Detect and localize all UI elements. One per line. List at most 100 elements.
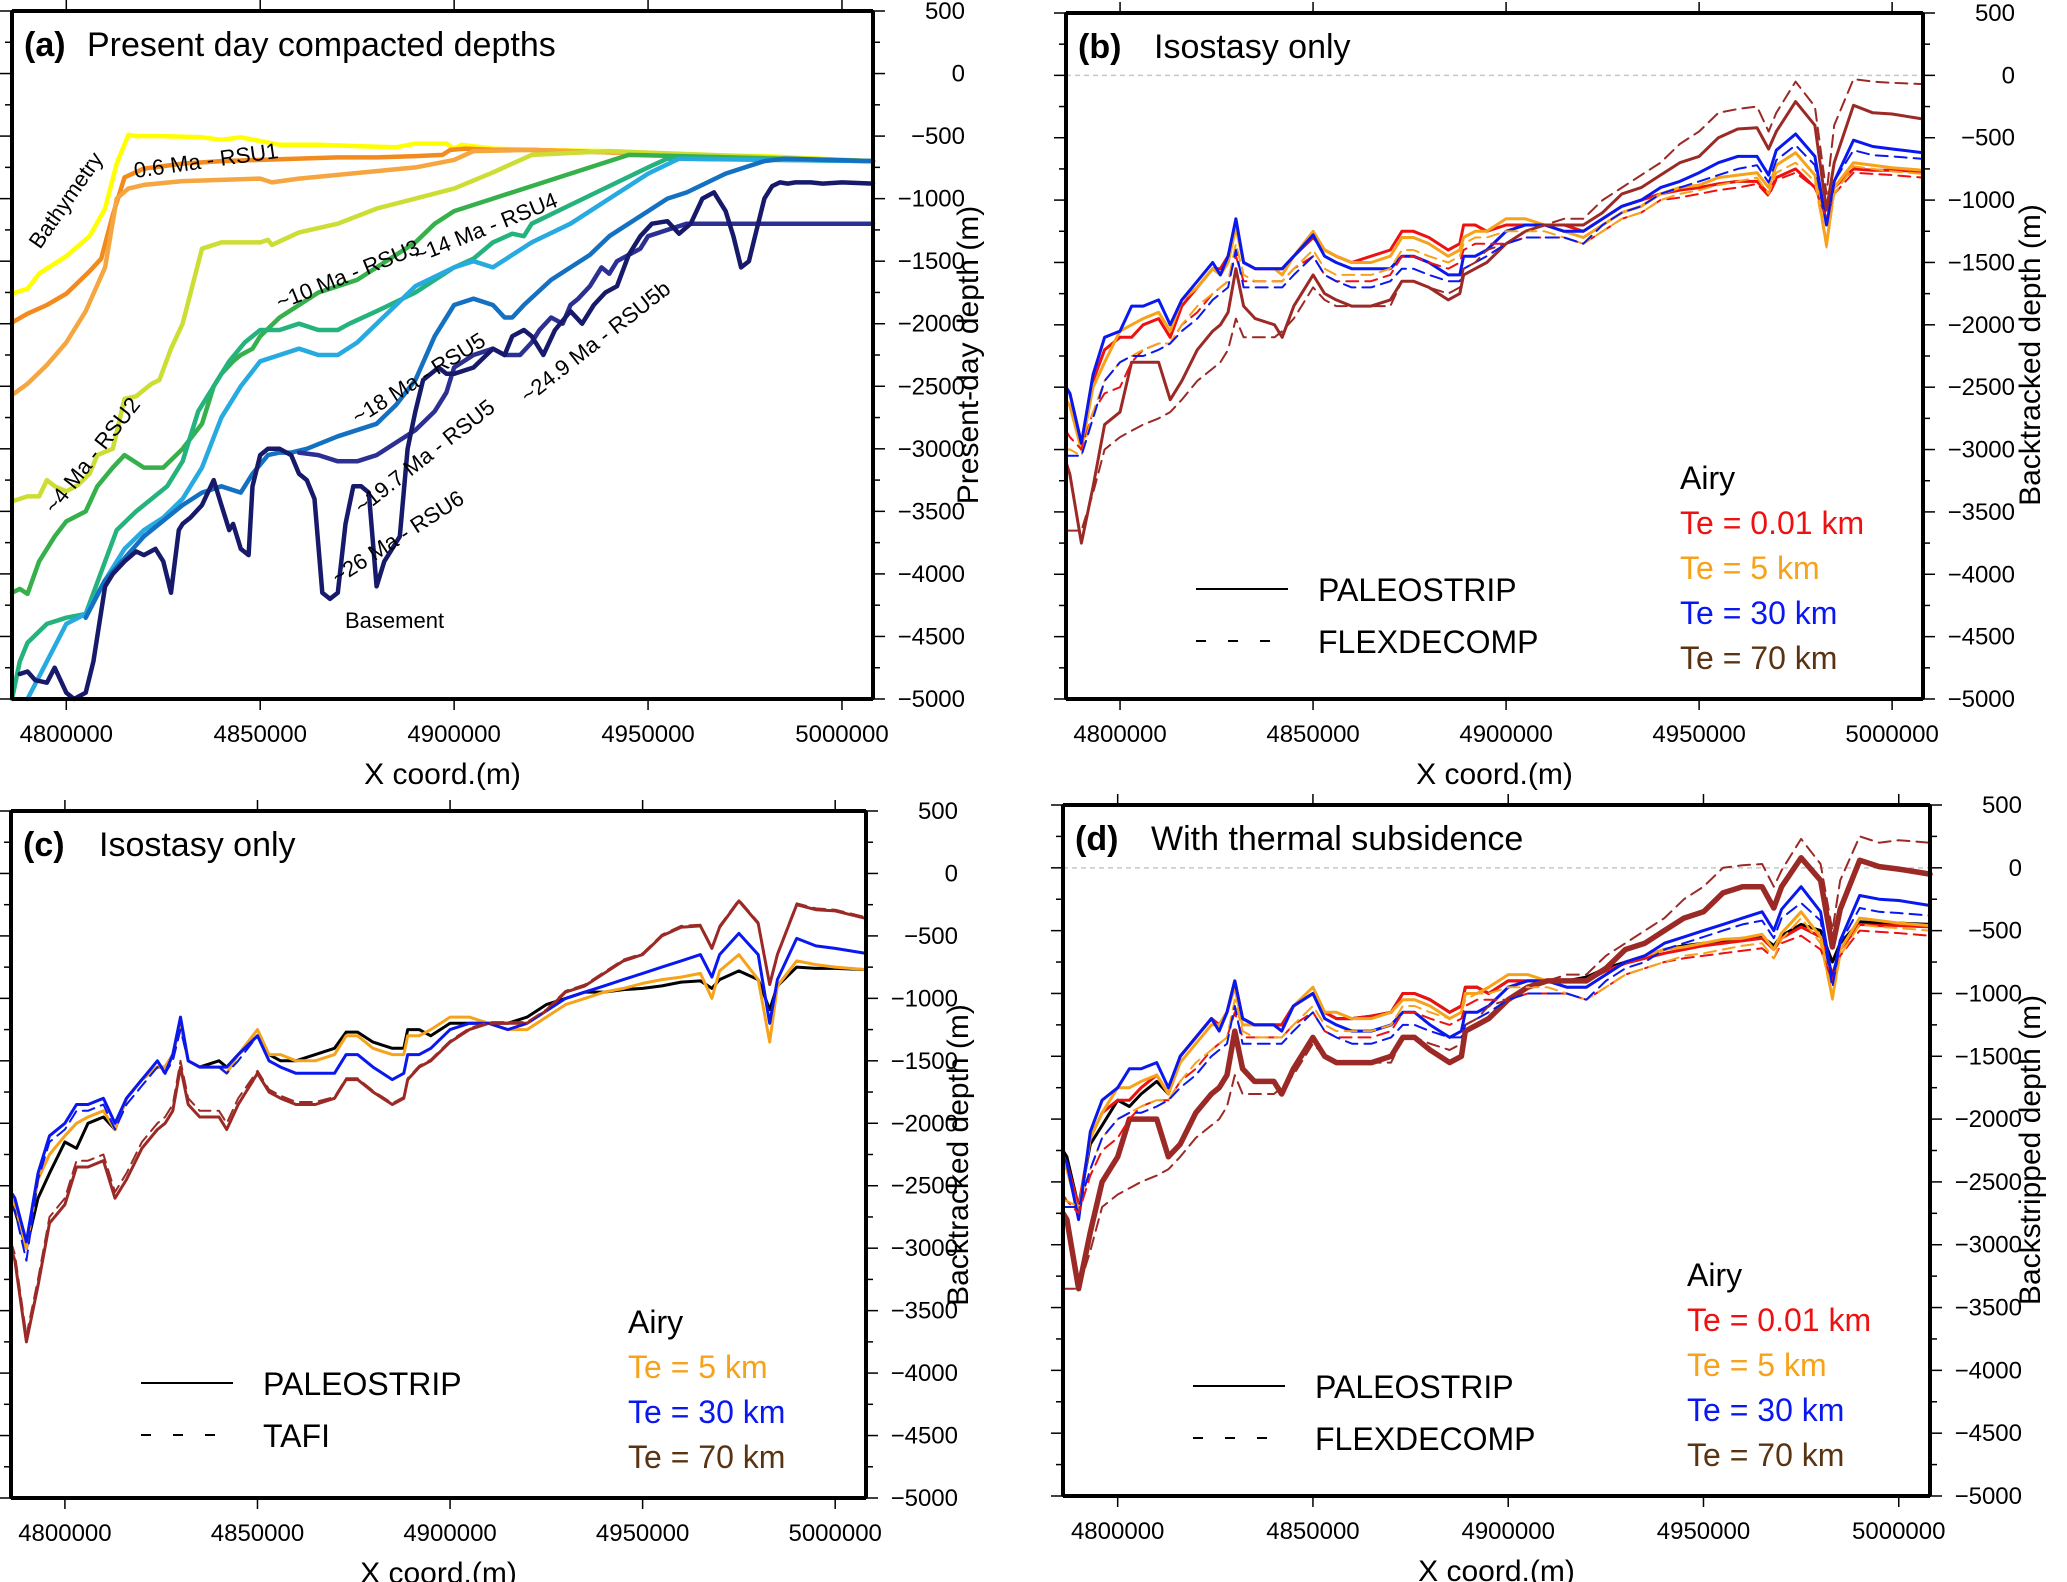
x-tick-label: 4950000 — [1652, 721, 1745, 748]
y-tick-label: −2000 — [898, 311, 965, 338]
y-tick-label: −1000 — [898, 186, 965, 213]
y-tick-label: −2000 — [891, 1110, 958, 1137]
x-tick-label: 4900000 — [1459, 721, 1552, 748]
legend-te-label: Te = 30 km — [1687, 1392, 1844, 1428]
x-tick-label: 4850000 — [211, 1520, 304, 1547]
x-tick-label: 4950000 — [1657, 1518, 1750, 1545]
panel-a: 4800000 4850000 4900000 4950000 5000000 X coo… — [0, 0, 985, 791]
legend-style-label: TAFI — [263, 1418, 330, 1454]
legend-style-label: FLEXDECOMP — [1315, 1421, 1535, 1457]
panel-title: With thermal subsidence — [1151, 820, 1523, 858]
series-line--18-ma-rsu5 — [9, 156, 876, 702]
series-group — [9, 132, 876, 702]
x-tick-label: 4900000 — [403, 1520, 496, 1547]
y-tick-label: −3500 — [891, 1298, 958, 1325]
series-group — [9, 898, 868, 1344]
y-tick-label: −2000 — [1955, 1106, 2022, 1133]
series-line-paleostrip-te-70-km — [9, 899, 868, 1344]
horizon-label: Bathymetry — [24, 147, 108, 252]
y-tick-label: −500 — [911, 123, 965, 150]
x-tick-label: 4950000 — [601, 721, 694, 748]
y-tick-label: −1500 — [1948, 249, 2015, 276]
y-tick-label: 0 — [2009, 855, 2022, 882]
y-tick-label: −1000 — [891, 985, 958, 1012]
panel-title: Isostasy only — [1154, 28, 1351, 66]
y-tick-label: −2500 — [898, 373, 965, 400]
series-group — [1064, 78, 1925, 545]
legend-te-label: Te = 5 km — [628, 1349, 768, 1385]
y-tick-label: 500 — [1975, 0, 2015, 27]
x-tick-label: 5000000 — [795, 721, 888, 748]
y-tick-label: −3500 — [898, 498, 965, 525]
panel-title: Present day compacted depths — [87, 26, 556, 64]
y-tick-label: −500 — [1968, 918, 2022, 945]
series-line--19-7-ma-rsu5 — [25, 156, 876, 702]
series-line-flexdecomp-te-0-01-km — [1062, 929, 1931, 1215]
horizon-label: 0.6 Ma - RSU1 — [132, 138, 280, 183]
y-tick-label: −3500 — [1955, 1295, 2022, 1322]
series-line--24-9-ma-rsu5b — [83, 156, 876, 620]
x-tick-label: 4800000 — [1071, 1518, 1164, 1545]
series-line--10-ma-rsu3 — [9, 148, 876, 504]
series-line-tafi-te-70-km — [10, 898, 867, 1337]
y-tick-label: −3000 — [1955, 1232, 2022, 1259]
legend-te-label: Te = 5 km — [1687, 1347, 1827, 1383]
panel-c: 4800000 4850000 4900000 4950000 5000000 X coo… — [0, 798, 975, 1582]
y-tick-label: −4500 — [1948, 624, 2015, 651]
legend-heading: Airy — [628, 1304, 683, 1340]
series-group — [1060, 835, 1933, 1292]
x-tick-label: 4900000 — [407, 721, 500, 748]
x-tick-label: 5000000 — [1845, 721, 1938, 748]
series-line-paleostrip-airy — [9, 965, 868, 1250]
y-tick-label: −4500 — [898, 623, 965, 650]
y-tick-label: −1000 — [1948, 187, 2015, 214]
y-tick-label: −4000 — [1955, 1357, 2022, 1384]
series-line-flexdecomp-te-5-km — [1062, 917, 1931, 1208]
y-tick-label: 0 — [945, 860, 958, 887]
x-axis-title: X coord.(m) — [1416, 758, 1573, 791]
legend-heading: Airy — [1680, 460, 1735, 496]
legend-style-label: PALEOSTRIP — [263, 1366, 462, 1402]
series-line-paleostrip-te-70-km — [1060, 855, 1933, 1292]
y-tick-label: −1500 — [891, 1048, 958, 1075]
y-tick-label: −5000 — [891, 1485, 958, 1512]
y-tick-label: −1500 — [898, 248, 965, 275]
y-tick-label: 500 — [1982, 792, 2022, 819]
panel-letter: (b) — [1078, 28, 1121, 66]
y-axis-title: Present-day depth (m) — [952, 206, 985, 504]
y-tick-label: −3000 — [1948, 437, 2015, 464]
y-tick-label: −2000 — [1948, 312, 2015, 339]
series-line--4-ma-rsu2 — [9, 147, 876, 398]
legend-te-label: Te = 0.01 km — [1687, 1302, 1871, 1338]
y-tick-label: −500 — [904, 923, 958, 950]
y-tick-label: −4500 — [891, 1423, 958, 1450]
y-tick-label: −5000 — [1955, 1483, 2022, 1510]
y-tick-label: 0 — [952, 61, 965, 88]
y-tick-label: 0 — [2002, 62, 2015, 89]
panel-d: 4800000 4850000 4900000 4950000 5000000 X coo… — [1051, 792, 2047, 1582]
x-tick-label: 4850000 — [1266, 1518, 1359, 1545]
legend-te-label: Te = 70 km — [1687, 1437, 1844, 1473]
y-tick-label: −3000 — [891, 1235, 958, 1262]
series-line-paleostrip-te-0-01-km — [1064, 167, 1925, 445]
legend-style-label: PALEOSTRIP — [1315, 1369, 1514, 1405]
series-line-tafi-te-30-km — [10, 932, 867, 1262]
panel-letter: (c) — [23, 826, 65, 864]
series-line-flexdecomp-te-30-km — [1065, 144, 1924, 457]
y-axis-title: Backstripped depth (m) — [2014, 995, 2047, 1305]
y-tick-label: −4000 — [898, 561, 965, 588]
x-tick-label: 4800000 — [1073, 721, 1166, 748]
legend-te-label: Te = 5 km — [1680, 550, 1820, 586]
x-axis-title: X coord.(m) — [364, 758, 521, 791]
legend-te-label: Te = 70 km — [1680, 640, 1837, 676]
series-line--14-ma-rsu4 — [9, 152, 876, 597]
series-line-flexdecomp-te-70-km — [1062, 835, 1931, 1290]
legend-style-label: FLEXDECOMP — [1318, 624, 1538, 660]
horizon-label: Basement — [345, 608, 444, 633]
x-tick-label: 4900000 — [1461, 1518, 1554, 1545]
y-tick-label: −5000 — [898, 686, 965, 713]
y-tick-label: −1000 — [1955, 980, 2022, 1007]
y-tick-label: −5000 — [1948, 686, 2015, 713]
y-tick-label: −3000 — [898, 436, 965, 463]
